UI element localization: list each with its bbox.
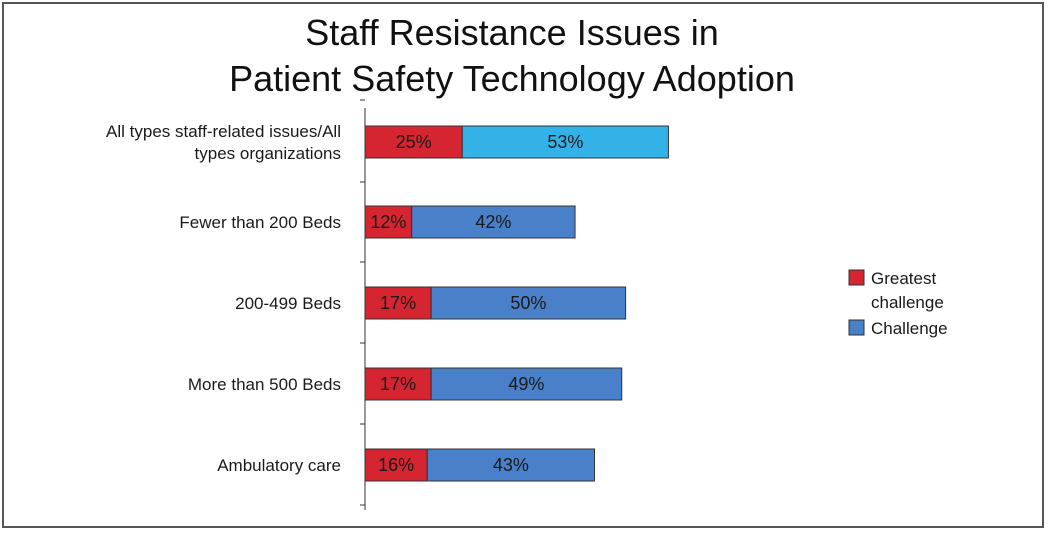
bar-label-challenge: 50% — [510, 293, 546, 313]
category-label: All types staff-related issues/All — [106, 122, 341, 141]
chart-title: Staff Resistance Issues in Patient Safet… — [0, 10, 1024, 102]
legend-label-challenge: Challenge — [871, 319, 948, 338]
bar-challenge — [430, 286, 627, 320]
category-label: 200-499 Beds — [235, 294, 341, 313]
chart-title-line-2: Patient Safety Technology Adoption — [229, 58, 795, 99]
bar-label-challenge: 49% — [508, 374, 544, 394]
bar-label-greatest-challenge: 12% — [370, 212, 406, 232]
bar-greatest-challenge — [364, 448, 428, 482]
bar-greatest-challenge — [364, 125, 463, 159]
bar-greatest-challenge — [364, 286, 432, 320]
legend-swatch-challenge — [848, 319, 865, 336]
category-label: More than 500 Beds — [188, 375, 341, 394]
bar-challenge — [426, 448, 596, 482]
bar-challenge — [430, 367, 623, 401]
category-label: Ambulatory care — [217, 456, 341, 475]
bar-label-challenge: 43% — [493, 455, 529, 475]
bar-label-greatest-challenge: 25% — [396, 132, 432, 152]
legend-swatch-greatest-challenge — [848, 269, 865, 286]
category-label: types organizations — [195, 144, 341, 163]
chart-title-line-1: Staff Resistance Issues in — [305, 12, 719, 53]
chart-frame — [2, 2, 1044, 528]
bar-challenge — [411, 205, 576, 239]
category-label: Fewer than 200 Beds — [179, 213, 341, 232]
bar-challenge — [461, 125, 669, 159]
bar-label-challenge: 53% — [547, 132, 583, 152]
bar-label-greatest-challenge: 17% — [380, 293, 416, 313]
bar-greatest-challenge — [364, 205, 413, 239]
legend-label-greatest-challenge: Greatest — [871, 269, 936, 288]
bar-label-greatest-challenge: 17% — [380, 374, 416, 394]
legend-label-greatest-challenge: challenge — [871, 293, 944, 312]
bar-label-challenge: 42% — [475, 212, 511, 232]
bar-label-greatest-challenge: 16% — [378, 455, 414, 475]
